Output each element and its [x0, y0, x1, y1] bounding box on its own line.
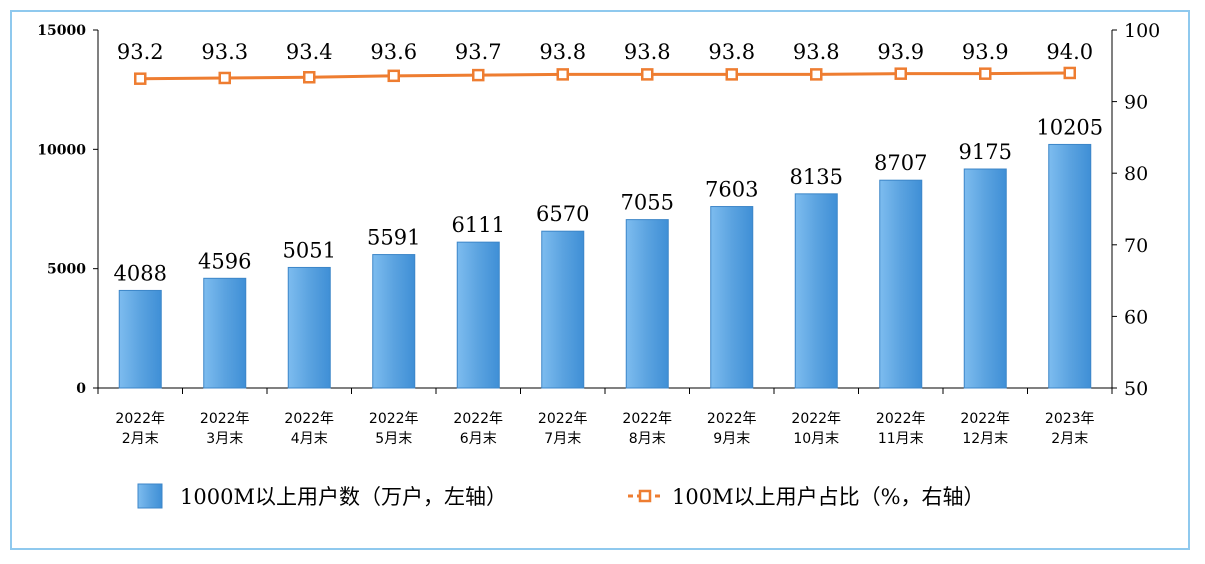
legend-bar-swatch [137, 483, 163, 509]
x-tick-label-line2: 3月末 [206, 431, 243, 447]
bar-value-label: 10205 [1036, 115, 1103, 139]
left-tick-label: 5000 [47, 262, 86, 278]
left-tick-label: 15000 [37, 23, 86, 39]
line-marker [641, 68, 654, 81]
x-tick-label-line2: 5月末 [375, 431, 412, 447]
bar-value-label: 5051 [283, 238, 336, 262]
bar [372, 254, 416, 389]
bar-value-label: 4088 [114, 261, 167, 285]
right-tick-label: 50 [1124, 378, 1148, 400]
line-series [140, 71, 1070, 81]
left-tick-label: 0 [76, 381, 86, 397]
x-tick-label-line1: 2022年 [791, 411, 841, 427]
x-tick-label-line2: 7月末 [544, 431, 581, 447]
line-value-label: 93.7 [455, 40, 502, 64]
line-value-label: 93.2 [117, 40, 164, 64]
x-tick-label-line1: 2022年 [200, 411, 250, 427]
line-marker [134, 72, 147, 85]
x-tick-label-line1: 2022年 [876, 411, 926, 427]
x-tick-label-line2: 2月末 [122, 431, 159, 447]
bar [625, 219, 669, 389]
bar [118, 289, 162, 389]
bar-value-label: 9175 [959, 140, 1012, 164]
legend-bar-label: 1000M以上用户数（万户，左轴） [180, 485, 507, 509]
line-value-label: 93.3 [201, 40, 248, 64]
bar [541, 230, 585, 389]
x-tick-label-line2: 9月末 [713, 431, 750, 447]
line-marker [725, 68, 738, 81]
x-tick-label-line1: 2022年 [115, 411, 165, 427]
bar [456, 241, 500, 389]
line-marker [218, 71, 231, 85]
right-tick-label: 90 [1124, 92, 1148, 114]
bar-value-label: 5591 [367, 226, 420, 250]
x-tick-label-line1: 2022年 [538, 411, 588, 427]
line-value-label: 93.8 [539, 40, 586, 64]
bar-value-label: 8135 [790, 165, 843, 189]
bar-value-label: 8707 [874, 151, 927, 175]
right-tick-label: 70 [1124, 235, 1148, 257]
line-value-label: 94.0 [1046, 40, 1093, 64]
bar [963, 168, 1007, 389]
line-value-label: 93.4 [286, 40, 333, 64]
x-tick-label-line1: 2022年 [707, 411, 757, 427]
bar [1048, 143, 1092, 389]
legend-line-marker [638, 489, 652, 503]
line-marker [387, 69, 400, 83]
x-tick-label-line2: 8月末 [629, 431, 666, 447]
x-tick-label-line1: 2023年 [1045, 411, 1095, 427]
right-tick-label: 100 [1124, 20, 1160, 42]
x-tick-label-line2: 4月末 [291, 431, 328, 447]
line-value-label: 93.8 [793, 40, 840, 64]
bar [710, 206, 754, 389]
line-value-label: 93.6 [370, 40, 417, 64]
x-tick-label-line2: 6月末 [460, 431, 497, 447]
right-tick-label: 80 [1124, 163, 1148, 185]
bar-value-label: 7603 [705, 178, 758, 202]
x-tick-label-line2: 10月末 [793, 431, 839, 447]
line-marker [556, 68, 569, 81]
bar [879, 179, 923, 389]
x-tick-label-line1: 2022年 [369, 411, 419, 427]
line-value-label: 93.9 [877, 40, 924, 64]
line-marker [303, 71, 316, 84]
bar-value-label: 6111 [452, 213, 505, 237]
x-tick-label-line1: 2022年 [453, 411, 503, 427]
line-marker [810, 68, 823, 81]
line-marker [472, 68, 485, 82]
bar-value-label: 4596 [198, 249, 251, 273]
legend-line-label: 100M以上用户占比（%，右轴） [672, 485, 985, 509]
bar-value-label: 6570 [536, 202, 589, 226]
bar [287, 266, 331, 389]
left-tick-label: 10000 [37, 142, 86, 158]
x-tick-label-line2: 11月末 [878, 431, 924, 447]
bar-value-label: 7055 [621, 191, 674, 215]
right-tick-label: 60 [1124, 306, 1148, 328]
bar [794, 193, 838, 389]
x-tick-label-line1: 2022年 [284, 411, 334, 427]
line-value-label: 93.9 [962, 40, 1009, 64]
x-tick-label-line1: 2022年 [622, 411, 672, 427]
bar [203, 277, 247, 389]
x-tick-label-line2: 12月末 [962, 431, 1008, 447]
line-marker [979, 67, 992, 80]
line-marker [894, 67, 907, 80]
line-value-label: 93.8 [624, 40, 671, 64]
x-tick-label-line2: 2月末 [1051, 431, 1088, 447]
x-tick-label-line1: 2022年 [960, 411, 1010, 427]
line-marker [1063, 66, 1076, 80]
line-value-label: 93.8 [708, 40, 755, 64]
